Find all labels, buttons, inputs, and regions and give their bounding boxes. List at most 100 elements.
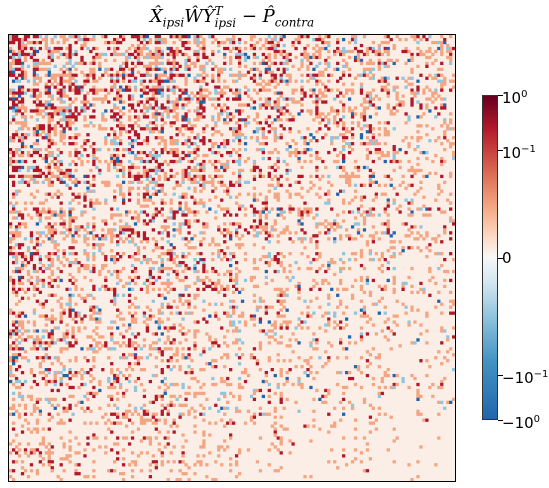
heatmap-cell — [359, 255, 364, 259]
heatmap-cell — [249, 168, 254, 173]
heatmap-cell — [175, 73, 179, 77]
heatmap-cell — [336, 109, 340, 113]
heatmap-cell — [395, 103, 399, 107]
heatmap-cell — [20, 174, 25, 179]
heatmap-cell — [452, 136, 455, 140]
heatmap-cell — [252, 347, 257, 351]
heatmap-cell — [386, 94, 390, 98]
heatmap-cell — [443, 121, 447, 125]
heatmap-cell — [166, 109, 170, 113]
heatmap-cell — [285, 171, 289, 176]
heatmap-cell — [41, 329, 45, 333]
heatmap-cell — [53, 210, 57, 214]
heatmap-cell — [62, 91, 66, 95]
heatmap-cell — [166, 234, 170, 238]
heatmap-cell — [127, 353, 132, 357]
heatmap-cell — [26, 249, 31, 253]
heatmap-cell — [291, 115, 295, 119]
heatmap-cell — [95, 52, 99, 57]
heatmap-cell — [350, 174, 355, 179]
heatmap-cell — [270, 121, 274, 125]
heatmap-cell — [157, 255, 161, 259]
heatmap-cell — [368, 115, 373, 119]
heatmap-cell — [157, 317, 161, 321]
heatmap-cell — [315, 347, 319, 351]
heatmap-cell — [92, 189, 96, 193]
heatmap-cell — [306, 314, 310, 318]
heatmap-cell — [344, 142, 349, 146]
heatmap-cell — [288, 263, 292, 268]
heatmap-cell — [199, 198, 203, 202]
heatmap-cell — [383, 153, 387, 158]
heatmap-cell — [154, 246, 158, 250]
heatmap-cell — [163, 201, 167, 205]
heatmap-cell — [68, 153, 72, 158]
heatmap-cell — [214, 243, 218, 247]
heatmap-cell — [142, 258, 147, 262]
heatmap-cell — [11, 210, 16, 214]
heatmap-cell — [98, 237, 102, 241]
heatmap-cell — [71, 159, 75, 164]
heatmap-cell — [175, 150, 179, 155]
heatmap-cell — [160, 305, 164, 309]
heatmap-cell — [344, 234, 349, 238]
heatmap-cell — [252, 284, 257, 289]
heatmap-cell — [23, 225, 28, 229]
heatmap-cell — [142, 127, 147, 131]
heatmap-cell — [83, 124, 87, 128]
heatmap-cell — [151, 177, 155, 181]
heatmap-cell — [32, 284, 37, 289]
heatmap-cell — [232, 278, 236, 283]
heatmap-cell — [267, 255, 271, 259]
heatmap-cell — [77, 201, 81, 205]
heatmap-cell — [336, 112, 340, 116]
heatmap-cell — [270, 127, 274, 131]
heatmap-cell — [11, 115, 16, 119]
heatmap-cell — [279, 35, 283, 39]
heatmap-cell — [229, 112, 233, 116]
heatmap-cell — [190, 177, 194, 181]
heatmap-cell — [23, 207, 28, 211]
heatmap-cell — [264, 225, 268, 229]
heatmap-cell — [401, 49, 405, 54]
heatmap-cell — [104, 70, 108, 74]
heatmap-cell — [89, 198, 93, 202]
heatmap-cell — [214, 85, 218, 89]
heatmap-cell — [56, 249, 60, 253]
heatmap-cell — [229, 258, 233, 262]
heatmap-cell — [318, 255, 322, 259]
heatmap-cell — [160, 368, 164, 372]
heatmap-cell — [324, 350, 328, 354]
heatmap-cell — [98, 308, 102, 312]
heatmap-cell — [154, 356, 158, 360]
heatmap-cell — [223, 145, 227, 149]
heatmap-cell — [267, 115, 271, 119]
heatmap-cell — [291, 88, 295, 92]
heatmap-cell — [353, 222, 358, 226]
heatmap-cell — [169, 356, 173, 360]
heatmap-cell — [11, 332, 16, 336]
heatmap-cell — [300, 165, 304, 170]
heatmap-cell — [145, 91, 150, 95]
heatmap-cell — [202, 281, 206, 286]
heatmap-cell — [371, 103, 376, 107]
heatmap-cell — [130, 70, 135, 74]
heatmap-cell — [95, 350, 99, 354]
heatmap-cell — [383, 335, 387, 339]
heatmap-cell — [333, 147, 337, 152]
heatmap-cell — [413, 35, 417, 39]
heatmap-cell — [77, 370, 81, 375]
heatmap-cell — [80, 61, 84, 66]
heatmap-cell — [160, 198, 164, 202]
heatmap-cell — [258, 317, 263, 321]
heatmap-cell — [187, 139, 191, 143]
heatmap-cell — [44, 266, 48, 271]
heatmap-cell — [119, 231, 123, 235]
heatmap-cell — [53, 246, 57, 250]
heatmap-cell — [434, 106, 438, 110]
heatmap-cell — [169, 139, 173, 143]
heatmap-cell — [342, 106, 346, 110]
heatmap-cell — [333, 121, 337, 125]
heatmap-cell — [309, 109, 313, 113]
heatmap-cell — [193, 210, 197, 214]
